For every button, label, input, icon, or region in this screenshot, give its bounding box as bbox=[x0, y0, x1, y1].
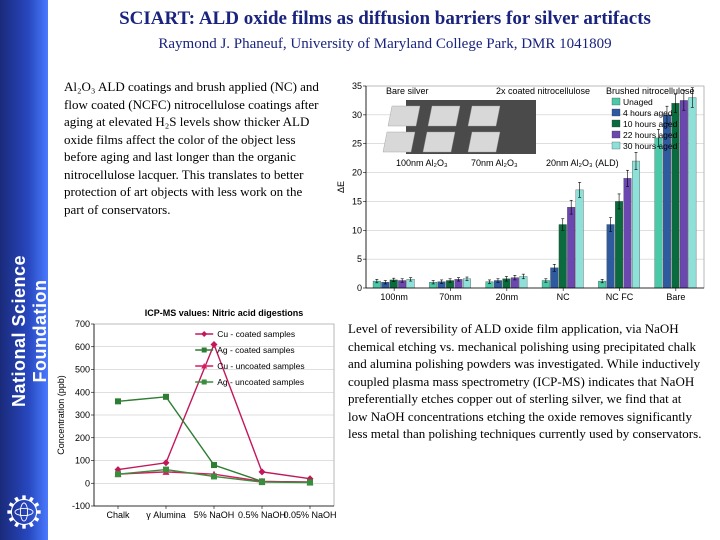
svg-text:Ag - coated samples: Ag - coated samples bbox=[217, 345, 294, 355]
svg-text:Cu - coated samples: Cu - coated samples bbox=[217, 329, 295, 339]
nsf-logo-icon bbox=[6, 494, 42, 530]
svg-text:0.05% NaOH: 0.05% NaOH bbox=[283, 510, 336, 520]
svg-text:ΔE: ΔE bbox=[336, 181, 346, 193]
svg-text:30 hours aged: 30 hours aged bbox=[623, 141, 678, 151]
svg-text:γ Alumina: γ Alumina bbox=[146, 510, 186, 520]
svg-text:10 hours aged: 10 hours aged bbox=[623, 119, 678, 129]
svg-text:Cu - uncoated samples: Cu - uncoated samples bbox=[217, 361, 304, 371]
svg-text:600: 600 bbox=[75, 342, 90, 352]
svg-text:22 hours aged: 22 hours aged bbox=[623, 130, 678, 140]
svg-text:0: 0 bbox=[357, 283, 362, 293]
svg-text:400: 400 bbox=[75, 387, 90, 397]
svg-text:Bare: Bare bbox=[666, 292, 685, 302]
svg-text:0: 0 bbox=[85, 478, 90, 488]
line-chart-icpms: ICP-MS values: Nitric acid digestions -10… bbox=[52, 306, 342, 530]
svg-text:70nm: 70nm bbox=[439, 292, 462, 302]
svg-text:20: 20 bbox=[352, 168, 362, 178]
svg-text:300: 300 bbox=[75, 410, 90, 420]
svg-text:10: 10 bbox=[352, 225, 362, 235]
svg-text:Chalk: Chalk bbox=[106, 510, 130, 520]
svg-text:30: 30 bbox=[352, 110, 362, 120]
svg-text:5: 5 bbox=[357, 254, 362, 264]
svg-text:NC FC: NC FC bbox=[606, 292, 634, 302]
svg-text:5% NaOH: 5% NaOH bbox=[194, 510, 235, 520]
svg-text:4 hours aged: 4 hours aged bbox=[623, 108, 673, 118]
svg-text:700: 700 bbox=[75, 319, 90, 329]
svg-text:Unaged: Unaged bbox=[623, 97, 653, 107]
svg-text:Bare silver: Bare silver bbox=[386, 86, 429, 96]
svg-text:2x coated nitrocellulose: 2x coated nitrocellulose bbox=[496, 86, 590, 96]
svg-text:100: 100 bbox=[75, 456, 90, 466]
paragraph-2: Level of reversibility of ALD oxide film… bbox=[348, 320, 703, 443]
svg-text:25: 25 bbox=[352, 139, 362, 149]
paragraph-1: Al₂O₃ ALD coatings and brush applied (NC… bbox=[64, 78, 319, 218]
sidebar-org-label: National Science Foundation bbox=[9, 201, 51, 461]
svg-text:Brushed nitrocellulose: Brushed nitrocellulose bbox=[606, 86, 695, 96]
svg-text:500: 500 bbox=[75, 365, 90, 375]
svg-text:20nm: 20nm bbox=[496, 292, 519, 302]
svg-text:0.5% NaOH: 0.5% NaOH bbox=[238, 510, 286, 520]
svg-text:15: 15 bbox=[352, 196, 362, 206]
page-subtitle: Raymond J. Phaneuf, University of Maryla… bbox=[60, 36, 710, 53]
svg-text:200: 200 bbox=[75, 433, 90, 443]
bar-chart-delta-e: 0 5 10 15 20 25 30 35 ΔE 100nm 70nm 20nm NC NC FC Bare… bbox=[332, 72, 710, 310]
page-title: SCIART: ALD oxide films as diffusion bar… bbox=[60, 8, 710, 30]
svg-text:ICP-MS values: Nitric acid di: ICP-MS values: Nitric acid digestions bbox=[145, 308, 304, 318]
svg-text:Concentration (ppb): Concentration (ppb) bbox=[56, 375, 66, 455]
svg-text:20nm Al₂O₃ (ALD): 20nm Al₂O₃ (ALD) bbox=[546, 158, 619, 168]
svg-text:Ag - uncoated samples: Ag - uncoated samples bbox=[217, 377, 304, 387]
svg-text:70nm Al₂O₃: 70nm Al₂O₃ bbox=[471, 158, 518, 168]
nsf-sidebar: National Science Foundation bbox=[0, 0, 48, 540]
svg-text:100nm Al₂O₃: 100nm Al₂O₃ bbox=[396, 158, 448, 168]
svg-text:-100: -100 bbox=[72, 501, 90, 511]
svg-text:100nm: 100nm bbox=[380, 292, 408, 302]
svg-text:35: 35 bbox=[352, 81, 362, 91]
svg-text:NC: NC bbox=[557, 292, 570, 302]
